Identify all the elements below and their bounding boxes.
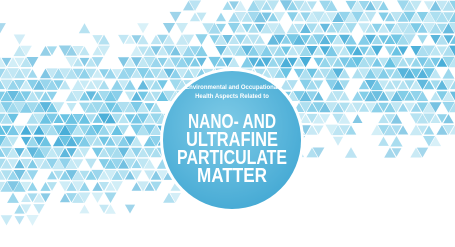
pattern-triangle — [26, 215, 38, 226]
pattern-triangle — [79, 23, 90, 33]
pattern-triangle — [7, 193, 19, 203]
pattern-triangle — [390, 136, 402, 147]
pattern-triangle — [33, 204, 44, 214]
pattern-triangle — [345, 147, 357, 158]
pattern-triangle — [163, 23, 175, 34]
pattern-triangle — [176, 23, 188, 34]
pattern-triangle — [1, 215, 13, 225]
pattern-triangle — [333, 137, 343, 146]
pattern-triangle — [353, 114, 363, 123]
pattern-triangle — [80, 205, 90, 214]
pattern-triangle — [85, 159, 97, 169]
pattern-triangle — [92, 193, 104, 203]
subtitle-line: Health Aspects Related to — [195, 94, 269, 100]
pattern-triangle — [125, 205, 135, 214]
subtitle-line: Environmental and Occupational — [185, 85, 279, 91]
page: Environmental and Occupational Health As… — [0, 0, 455, 247]
pattern-triangle — [105, 193, 117, 204]
pattern-triangle — [14, 35, 26, 45]
title-line: MATTER — [197, 165, 267, 187]
pattern-triangle — [67, 103, 77, 112]
pattern-triangle — [216, 13, 226, 22]
pattern-triangle — [378, 137, 389, 146]
pattern-triangle — [417, 35, 427, 44]
pattern-triangle — [170, 12, 182, 22]
cover: Environmental and Occupational Health As… — [0, 0, 455, 247]
pattern-triangle — [15, 216, 25, 225]
pattern-triangle — [195, 34, 207, 45]
pattern-triangle — [137, 23, 149, 33]
pattern-triangle — [443, 68, 455, 78]
pattern-triangle — [0, 23, 6, 33]
